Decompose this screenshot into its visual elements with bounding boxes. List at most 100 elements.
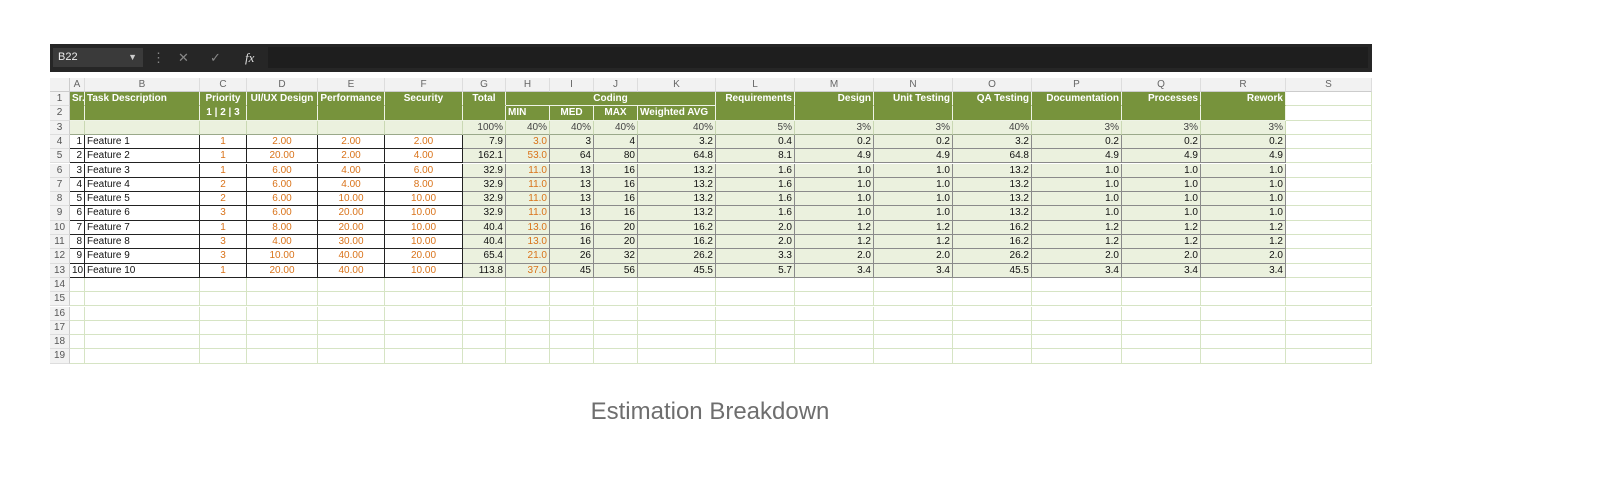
data-cell[interactable]: 1.0 <box>1122 177 1201 193</box>
weight-cell[interactable]: 3% <box>795 120 874 135</box>
data-cell[interactable]: 10.00 <box>385 206 463 221</box>
header-cell[interactable]: Rework <box>1201 92 1286 107</box>
weight-cell[interactable]: 3% <box>1122 120 1201 135</box>
data-cell[interactable]: 4.00 <box>247 235 318 250</box>
data-cell[interactable]: 20 <box>594 235 638 250</box>
cell[interactable] <box>1286 106 1372 121</box>
cell[interactable] <box>70 292 85 307</box>
cell[interactable] <box>716 292 795 307</box>
cell[interactable] <box>200 292 247 307</box>
data-cell[interactable]: 20.00 <box>385 249 463 264</box>
column-header[interactable]: A <box>70 78 85 92</box>
data-cell[interactable]: 2.00 <box>318 149 385 164</box>
data-cell[interactable]: 1.0 <box>795 177 874 193</box>
cell[interactable] <box>70 306 85 321</box>
data-cell[interactable]: 13 <box>550 163 594 178</box>
data-cell[interactable]: 16 <box>594 177 638 193</box>
data-cell[interactable]: 1.2 <box>795 235 874 250</box>
cell[interactable] <box>463 292 506 307</box>
data-cell[interactable]: 2.00 <box>318 134 385 150</box>
data-cell[interactable]: Feature 3 <box>85 163 200 178</box>
data-cell[interactable]: 6 <box>70 206 85 221</box>
cell[interactable] <box>638 320 716 336</box>
cell[interactable] <box>1122 335 1201 350</box>
cell[interactable] <box>506 306 550 321</box>
cell[interactable] <box>1032 335 1122 350</box>
data-cell[interactable]: 6.00 <box>247 177 318 193</box>
cell[interactable] <box>716 349 795 364</box>
data-cell[interactable]: 3 <box>70 163 85 178</box>
data-cell[interactable]: 13 <box>550 177 594 193</box>
name-box[interactable]: B22 ▼ <box>53 48 143 67</box>
column-header[interactable]: D <box>247 78 318 92</box>
data-cell[interactable]: 26.2 <box>953 249 1032 264</box>
weight-cell[interactable]: 3% <box>1201 120 1286 135</box>
cell[interactable] <box>795 335 874 350</box>
row-header[interactable]: 2 <box>50 106 70 121</box>
cell[interactable] <box>385 292 463 307</box>
data-cell[interactable]: 2 <box>200 177 247 193</box>
weight-cell[interactable]: 100% <box>463 120 506 135</box>
column-header[interactable]: S <box>1286 78 1372 92</box>
data-cell[interactable]: 1.0 <box>1032 192 1122 207</box>
data-cell[interactable]: 2.0 <box>1201 249 1286 264</box>
row-header[interactable]: 1 <box>50 92 70 107</box>
cell[interactable] <box>70 320 85 336</box>
cell[interactable] <box>1201 292 1286 307</box>
cell[interactable] <box>638 277 716 293</box>
data-cell[interactable]: 10 <box>70 263 85 278</box>
cell[interactable] <box>385 277 463 293</box>
cell[interactable] <box>953 335 1032 350</box>
data-cell[interactable]: 1.0 <box>874 192 953 207</box>
cell[interactable] <box>874 277 953 293</box>
cell[interactable] <box>874 292 953 307</box>
data-cell[interactable]: 13 <box>550 206 594 221</box>
header-cell[interactable]: MIN <box>506 106 550 121</box>
cell[interactable] <box>874 335 953 350</box>
weight-cell[interactable]: 40% <box>506 120 550 135</box>
data-cell[interactable]: Feature 2 <box>85 149 200 164</box>
cell[interactable] <box>1032 292 1122 307</box>
data-cell[interactable]: 16 <box>594 163 638 178</box>
cell[interactable] <box>247 349 318 364</box>
data-cell[interactable]: 32.9 <box>463 163 506 178</box>
data-cell[interactable]: 16.2 <box>953 235 1032 250</box>
data-cell[interactable]: 10.00 <box>385 192 463 207</box>
cell[interactable] <box>1201 277 1286 293</box>
data-cell[interactable]: 11.0 <box>506 177 550 193</box>
cell[interactable] <box>318 292 385 307</box>
cell[interactable] <box>463 335 506 350</box>
data-cell[interactable]: 32 <box>594 249 638 264</box>
data-cell[interactable]: 53.0 <box>506 149 550 164</box>
data-cell[interactable]: 1 <box>200 163 247 178</box>
data-cell[interactable]: 16.2 <box>638 235 716 250</box>
data-cell[interactable]: 1.0 <box>1122 192 1201 207</box>
cell[interactable] <box>385 320 463 336</box>
data-cell[interactable]: Feature 8 <box>85 235 200 250</box>
data-cell[interactable]: 13.2 <box>638 163 716 178</box>
cell[interactable] <box>1286 177 1372 193</box>
cancel-icon[interactable]: ✕ <box>178 50 189 65</box>
cell[interactable] <box>638 335 716 350</box>
cell[interactable] <box>594 292 638 307</box>
cell[interactable] <box>594 349 638 364</box>
data-cell[interactable]: 3 <box>200 206 247 221</box>
cell[interactable] <box>247 335 318 350</box>
data-cell[interactable]: 20 <box>594 220 638 235</box>
cell[interactable] <box>318 320 385 336</box>
data-cell[interactable]: 13.2 <box>953 163 1032 178</box>
column-header[interactable]: I <box>550 78 594 92</box>
cell[interactable] <box>1122 349 1201 364</box>
cell[interactable] <box>1286 320 1372 336</box>
cell[interactable] <box>1201 320 1286 336</box>
header-cell[interactable] <box>1122 106 1201 121</box>
row-header[interactable]: 7 <box>50 177 70 193</box>
cell[interactable] <box>247 320 318 336</box>
cell[interactable] <box>638 306 716 321</box>
cell[interactable] <box>200 306 247 321</box>
column-header[interactable]: H <box>506 78 550 92</box>
cell[interactable] <box>1286 349 1372 364</box>
row-header[interactable]: 5 <box>50 149 70 164</box>
data-cell[interactable]: 10.00 <box>385 263 463 278</box>
data-cell[interactable]: 2.00 <box>247 134 318 150</box>
